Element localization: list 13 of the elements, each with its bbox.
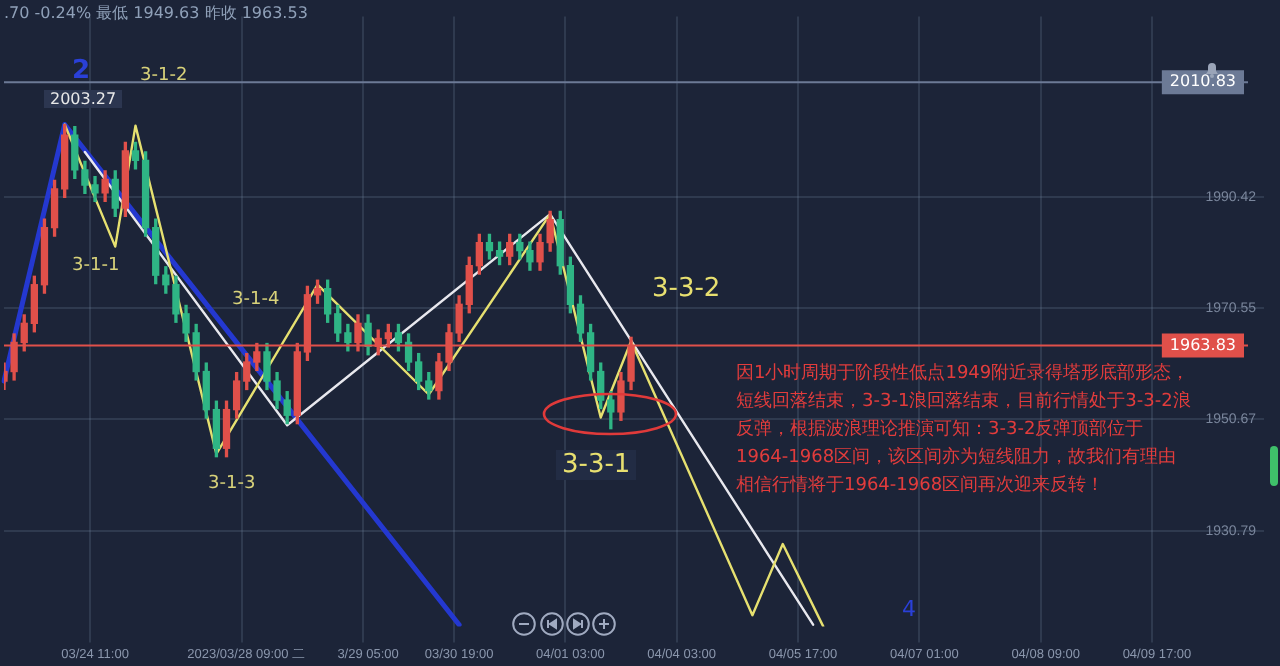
ref-line-label: 2010.83 <box>1169 72 1237 91</box>
annotation: 3-3-1 <box>556 450 637 480</box>
ref-line-label: 1963.83 <box>1169 335 1237 354</box>
annotation: 2003.27 <box>44 90 123 108</box>
annotation: 因1小时周期于阶段性低点1949附近录得塔形底部形态，短线回落结束，3-3-1浪回落结束，目前行情处于3-3-2浪反弹，根据波浪理论推演可知：3-3-2反弹顶部位于1964-1968区间，该区间亦为短线阻力，故我们有理由相信行情将于1964-1968区间再次迎来反转！ <box>736 361 1192 500</box>
annotation: 3-1-2 <box>140 66 188 86</box>
annotation: 3-1-3 <box>208 474 256 494</box>
annotation: 4 <box>902 596 916 622</box>
annotation: 3-3-2 <box>652 274 721 304</box>
chart-subtitle: .70 -0.24% 最低 1949.63 昨收 1963.53 <box>4 2 308 24</box>
annotation: 3-1-4 <box>232 290 280 310</box>
annotation: 2 <box>72 56 91 86</box>
annotation: 3-1-1 <box>72 256 120 276</box>
